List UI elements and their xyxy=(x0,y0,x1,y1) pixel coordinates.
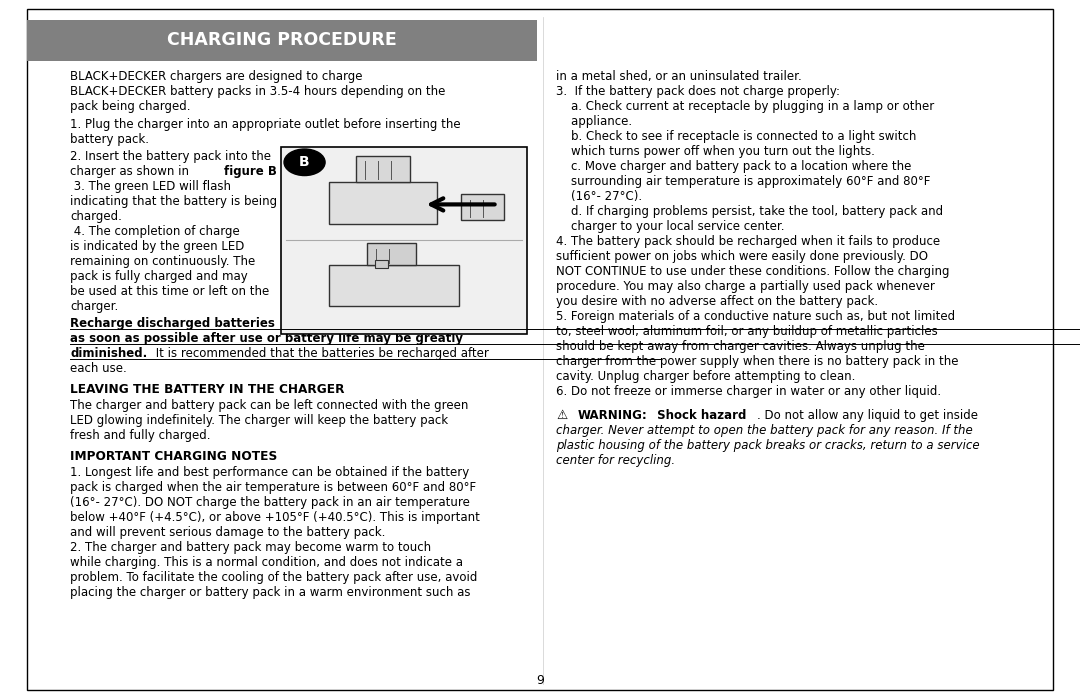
Text: fresh and fully charged.: fresh and fully charged. xyxy=(70,429,211,442)
Bar xyxy=(27,20,537,61)
Bar xyxy=(367,243,416,265)
Bar xyxy=(329,265,459,306)
Text: CHARGING PROCEDURE: CHARGING PROCEDURE xyxy=(167,31,396,50)
Text: It is recommended that the batteries be recharged after: It is recommended that the batteries be … xyxy=(152,347,489,360)
Text: 4. The completion of charge: 4. The completion of charge xyxy=(70,225,240,239)
Text: 1. Longest life and best performance can be obtained if the battery: 1. Longest life and best performance can… xyxy=(70,466,470,479)
Text: appliance.: appliance. xyxy=(556,114,632,128)
Text: which turns power off when you turn out the lights.: which turns power off when you turn out … xyxy=(556,144,875,158)
Bar xyxy=(329,182,437,224)
Text: pack being charged.: pack being charged. xyxy=(70,100,191,113)
Text: LED glowing indefinitely. The charger will keep the battery pack: LED glowing indefinitely. The charger wi… xyxy=(70,414,448,427)
Text: 6. Do not freeze or immerse charger in water or any other liquid.: 6. Do not freeze or immerse charger in w… xyxy=(556,385,942,398)
Bar xyxy=(461,194,504,221)
Text: plastic housing of the battery pack breaks or cracks, return to a service: plastic housing of the battery pack brea… xyxy=(556,439,980,452)
Text: while charging. This is a normal condition, and does not indicate a: while charging. This is a normal conditi… xyxy=(70,556,463,569)
Text: .: . xyxy=(285,165,288,179)
Text: a. Check current at receptacle by plugging in a lamp or other: a. Check current at receptacle by pluggi… xyxy=(556,100,934,113)
Text: charger. Never attempt to open the battery pack for any reason. If the: charger. Never attempt to open the batte… xyxy=(556,424,973,437)
Bar xyxy=(375,260,388,268)
Text: surrounding air temperature is approximately 60°F and 80°F: surrounding air temperature is approxima… xyxy=(556,174,931,188)
Text: 3. The green LED will flash: 3. The green LED will flash xyxy=(70,180,231,193)
Text: center for recycling.: center for recycling. xyxy=(556,454,675,467)
Text: (16°- 27°C). DO NOT charge the battery pack in an air temperature: (16°- 27°C). DO NOT charge the battery p… xyxy=(70,496,470,509)
Text: d. If charging problems persist, take the tool, battery pack and: d. If charging problems persist, take th… xyxy=(556,205,943,218)
Text: WARNING:: WARNING: xyxy=(578,409,648,422)
Text: and will prevent serious damage to the battery pack.: and will prevent serious damage to the b… xyxy=(70,526,386,539)
Text: battery pack.: battery pack. xyxy=(70,133,149,146)
Text: . Do not allow any liquid to get inside: . Do not allow any liquid to get inside xyxy=(757,409,978,422)
Text: problem. To facilitate the cooling of the battery pack after use, avoid: problem. To facilitate the cooling of th… xyxy=(70,571,477,584)
Text: 3.  If the battery pack does not charge properly:: 3. If the battery pack does not charge p… xyxy=(556,84,840,98)
Text: charger to your local service center.: charger to your local service center. xyxy=(556,220,785,233)
Text: is indicated by the green LED: is indicated by the green LED xyxy=(70,240,244,253)
Text: to, steel wool, aluminum foil, or any buildup of metallic particles: to, steel wool, aluminum foil, or any bu… xyxy=(556,325,937,338)
Text: charged.: charged. xyxy=(70,210,122,223)
Bar xyxy=(281,147,527,334)
Text: 2. The charger and battery pack may become warm to touch: 2. The charger and battery pack may beco… xyxy=(70,541,431,554)
Text: in a metal shed, or an uninsulated trailer.: in a metal shed, or an uninsulated trail… xyxy=(556,70,802,83)
Text: Recharge discharged batteries: Recharge discharged batteries xyxy=(70,317,275,330)
Text: LEAVING THE BATTERY IN THE CHARGER: LEAVING THE BATTERY IN THE CHARGER xyxy=(70,383,345,396)
Text: diminished.: diminished. xyxy=(70,347,148,360)
Text: 5. Foreign materials of a conductive nature such as, but not limited: 5. Foreign materials of a conductive nat… xyxy=(556,310,956,323)
Text: you desire with no adverse affect on the battery pack.: you desire with no adverse affect on the… xyxy=(556,295,878,308)
Text: be used at this time or left on the: be used at this time or left on the xyxy=(70,285,269,299)
Text: pack is fully charged and may: pack is fully charged and may xyxy=(70,270,248,283)
Text: 4. The battery pack should be recharged when it fails to produce: 4. The battery pack should be recharged … xyxy=(556,235,941,248)
Text: 1. Plug the charger into an appropriate outlet before inserting the: 1. Plug the charger into an appropriate … xyxy=(70,117,461,131)
Text: should be kept away from charger cavities. Always unplug the: should be kept away from charger cavitie… xyxy=(556,340,926,353)
Text: sufficient power on jobs which were easily done previously. DO: sufficient power on jobs which were easi… xyxy=(556,250,928,263)
Text: The charger and battery pack can be left connected with the green: The charger and battery pack can be left… xyxy=(70,399,469,412)
Text: ⚠: ⚠ xyxy=(556,409,567,422)
Text: B: B xyxy=(299,155,310,170)
Text: charger from the power supply when there is no battery pack in the: charger from the power supply when there… xyxy=(556,355,959,368)
Text: charger.: charger. xyxy=(70,300,119,313)
Text: remaining on continuously. The: remaining on continuously. The xyxy=(70,255,256,269)
Text: figure B: figure B xyxy=(224,165,276,179)
Text: Shock hazard: Shock hazard xyxy=(653,409,746,422)
Text: below +40°F (+4.5°C), or above +105°F (+40.5°C). This is important: below +40°F (+4.5°C), or above +105°F (+… xyxy=(70,511,481,524)
Text: c. Move charger and battery pack to a location where the: c. Move charger and battery pack to a lo… xyxy=(556,160,912,173)
Text: charger as shown in: charger as shown in xyxy=(70,165,193,179)
Text: BLACK+DECKER battery packs in 3.5-4 hours depending on the: BLACK+DECKER battery packs in 3.5-4 hour… xyxy=(70,84,446,98)
Text: 9: 9 xyxy=(536,674,544,687)
Circle shape xyxy=(284,149,325,175)
Text: b. Check to see if receptacle is connected to a light switch: b. Check to see if receptacle is connect… xyxy=(556,130,917,143)
Text: (16°- 27°C).: (16°- 27°C). xyxy=(556,190,643,203)
Text: IMPORTANT CHARGING NOTES: IMPORTANT CHARGING NOTES xyxy=(70,450,278,463)
Text: cavity. Unplug charger before attempting to clean.: cavity. Unplug charger before attempting… xyxy=(556,370,855,383)
Text: pack is charged when the air temperature is between 60°F and 80°F: pack is charged when the air temperature… xyxy=(70,481,476,494)
Text: each use.: each use. xyxy=(70,362,127,375)
Text: procedure. You may also charge a partially used pack whenever: procedure. You may also charge a partial… xyxy=(556,280,935,293)
Text: as soon as possible after use or battery life may be greatly: as soon as possible after use or battery… xyxy=(70,332,463,345)
Text: NOT CONTINUE to use under these conditions. Follow the charging: NOT CONTINUE to use under these conditio… xyxy=(556,265,949,278)
Text: placing the charger or battery pack in a warm environment such as: placing the charger or battery pack in a… xyxy=(70,586,471,599)
Text: 2. Insert the battery pack into the: 2. Insert the battery pack into the xyxy=(70,150,271,163)
Bar xyxy=(356,156,410,182)
Text: indicating that the battery is being: indicating that the battery is being xyxy=(70,195,278,209)
Text: BLACK+DECKER chargers are designed to charge: BLACK+DECKER chargers are designed to ch… xyxy=(70,70,363,83)
